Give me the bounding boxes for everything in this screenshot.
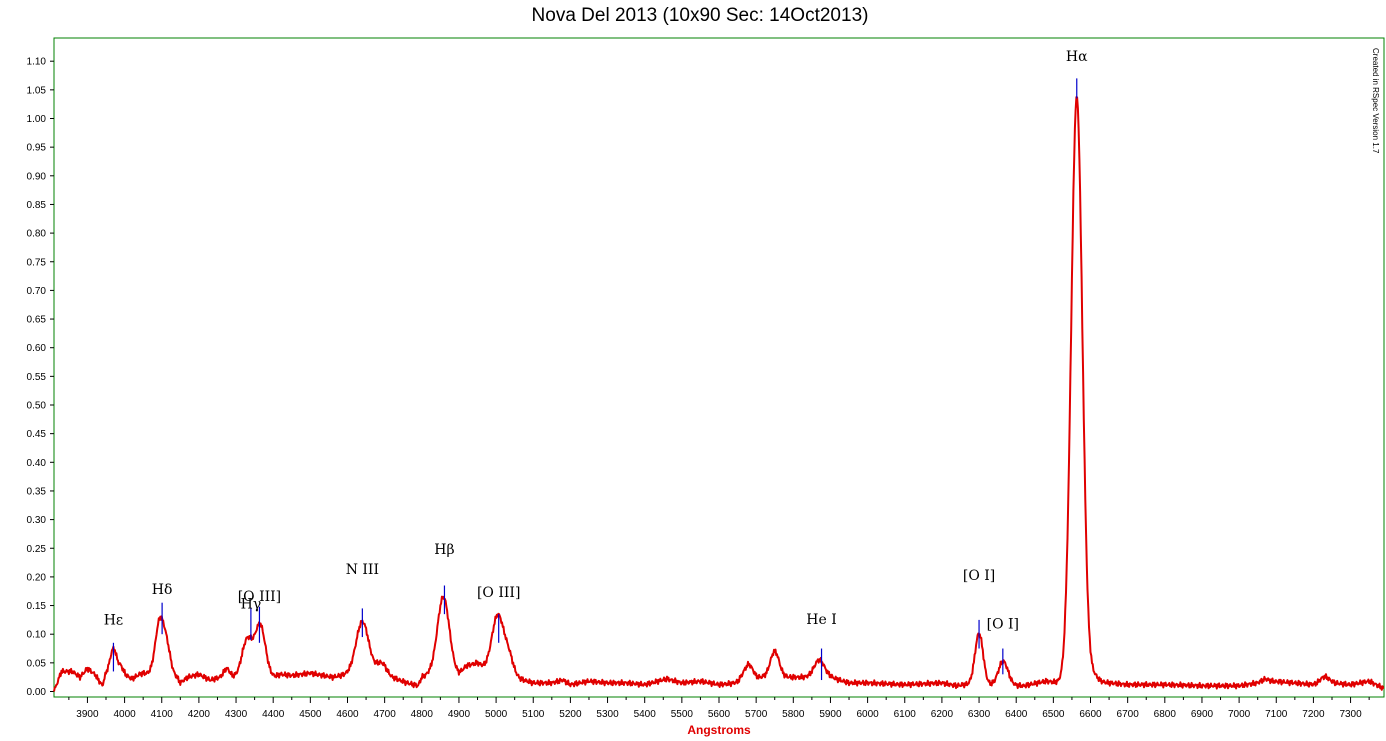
y-tick-label: 0.30: [27, 515, 47, 526]
x-tick-label: 6900: [1191, 709, 1214, 720]
line-label: [O III]: [477, 585, 520, 601]
x-tick-label: 7000: [1228, 709, 1251, 720]
x-tick-label: 4800: [411, 709, 434, 720]
x-tick-label: 4900: [448, 709, 471, 720]
x-tick-label: 4100: [151, 709, 174, 720]
line-label: Hα: [1066, 49, 1088, 65]
y-tick-label: 0.65: [27, 315, 47, 326]
x-tick-label: 6200: [931, 709, 954, 720]
x-tick-label: 5900: [819, 709, 842, 720]
x-tick-label: 5400: [634, 709, 657, 720]
x-tick-label: 5200: [559, 709, 582, 720]
x-tick-label: 6700: [1117, 709, 1140, 720]
line-label: [O I]: [963, 568, 995, 584]
x-tick-label: 6300: [968, 709, 991, 720]
y-tick-label: 0.10: [27, 630, 47, 641]
line-label: [O I]: [987, 616, 1019, 632]
x-tick-label: 6100: [894, 709, 917, 720]
x-tick-label: 6600: [1079, 709, 1102, 720]
y-tick-label: 0.20: [27, 572, 47, 583]
x-tick-label: 5300: [596, 709, 619, 720]
y-tick-label: 0.80: [27, 229, 47, 240]
x-tick-label: 4300: [225, 709, 248, 720]
line-label: N III: [346, 562, 379, 578]
line-label: Hγ: [241, 596, 262, 612]
y-tick-label: 0.90: [27, 171, 47, 182]
y-tick-label: 1.10: [27, 57, 47, 68]
y-tick-label: 0.75: [27, 257, 47, 268]
y-tick-label: 0.45: [27, 429, 47, 440]
y-tick-label: 0.35: [27, 486, 47, 497]
x-tick-label: 3900: [76, 709, 99, 720]
x-axis-label: Angstroms: [687, 723, 751, 737]
x-tick-label: 4000: [113, 709, 136, 720]
watermark-text: Created in RSpec Version 1.7: [1371, 48, 1380, 154]
x-tick-label: 6400: [1005, 709, 1028, 720]
y-tick-label: 0.70: [27, 286, 47, 297]
x-tick-label: 5100: [522, 709, 545, 720]
line-label: Hε: [104, 612, 123, 628]
x-tick-label: 6000: [856, 709, 879, 720]
y-tick-label: 0.55: [27, 372, 47, 383]
y-tick-label: 0.95: [27, 143, 47, 154]
x-tick-label: 5700: [745, 709, 768, 720]
y-tick-label: 0.25: [27, 544, 47, 555]
y-tick-label: 1.05: [27, 85, 47, 96]
y-tick-label: 0.60: [27, 343, 47, 354]
x-tick-label: 4600: [336, 709, 359, 720]
y-tick-label: 0.50: [27, 401, 47, 412]
x-tick-label: 5000: [485, 709, 508, 720]
x-tick-label: 5600: [708, 709, 731, 720]
line-label: Hδ: [152, 582, 173, 598]
x-tick-label: 7100: [1265, 709, 1288, 720]
y-tick-label: 0.00: [27, 687, 47, 698]
x-tick-label: 5500: [671, 709, 694, 720]
spectrum-line: [53, 96, 1385, 692]
y-tick-label: 0.15: [27, 601, 47, 612]
line-label: [O III]: [238, 589, 281, 605]
line-label: Hβ: [434, 542, 454, 558]
x-tick-label: 7300: [1339, 709, 1362, 720]
chart-title: Nova Del 2013 (10x90 Sec: 14Oct2013): [531, 5, 869, 26]
x-tick-label: 4400: [262, 709, 285, 720]
x-tick-label: 4700: [374, 709, 397, 720]
y-tick-label: 1.00: [27, 114, 47, 125]
y-tick-label: 0.85: [27, 200, 47, 211]
y-tick-label: 0.05: [27, 658, 47, 669]
y-tick-label: 0.40: [27, 458, 47, 469]
line-label: He I: [806, 612, 836, 628]
x-tick-label: 4200: [188, 709, 211, 720]
x-tick-label: 4500: [299, 709, 322, 720]
x-tick-label: 6500: [1042, 709, 1065, 720]
x-tick-label: 6800: [1154, 709, 1177, 720]
x-tick-label: 7200: [1302, 709, 1325, 720]
x-tick-label: 5800: [782, 709, 805, 720]
